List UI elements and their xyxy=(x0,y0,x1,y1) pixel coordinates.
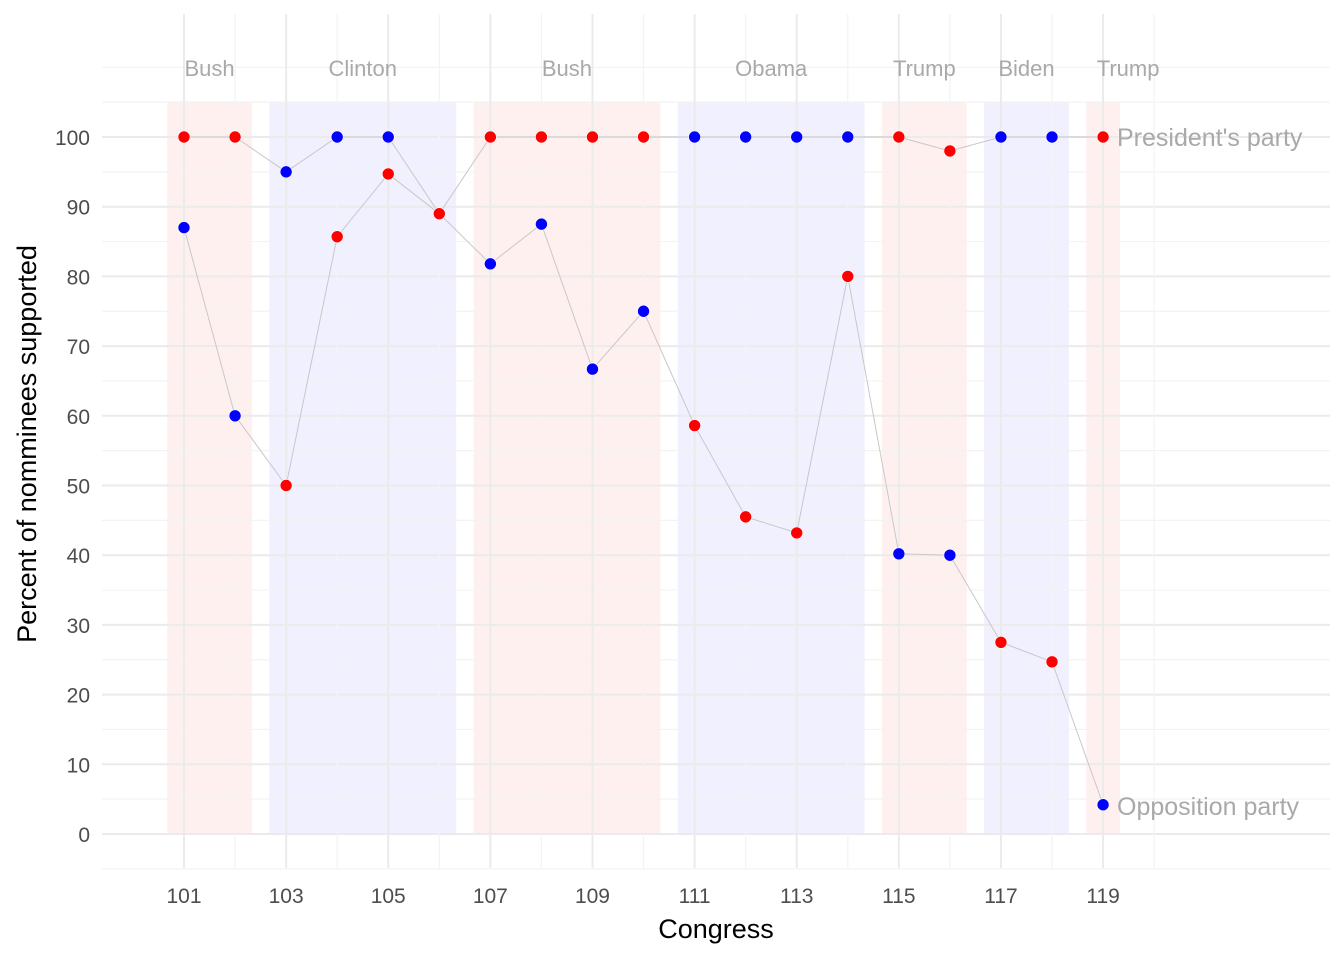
y-tick-label: 90 xyxy=(67,197,90,220)
point-president-115 xyxy=(892,130,906,144)
point-president-114 xyxy=(841,130,855,144)
point-president-110 xyxy=(637,130,650,144)
point-president-108 xyxy=(535,130,548,144)
band-label-bush: Bush xyxy=(542,56,592,81)
band-label-clinton: Clinton xyxy=(328,56,396,81)
point-president-111 xyxy=(688,130,701,144)
point-opposition-108 xyxy=(535,217,548,231)
point-president-112 xyxy=(739,130,752,144)
band-label-trump: Trump xyxy=(893,56,956,81)
y-tick-label: 50 xyxy=(67,476,90,499)
y-tick-label: 0 xyxy=(78,824,90,847)
x-tick-label: 105 xyxy=(371,885,406,908)
series-label-opposition-party: Opposition party xyxy=(1117,793,1300,821)
point-opposition-105 xyxy=(381,167,395,181)
x-tick-label: 113 xyxy=(780,885,813,908)
point-opposition-115 xyxy=(892,547,906,561)
point-opposition-113 xyxy=(790,526,804,540)
band-biden xyxy=(984,102,1069,834)
point-opposition-118 xyxy=(1045,655,1059,669)
x-axis-title: Congress xyxy=(658,914,774,944)
point-president-109 xyxy=(586,130,599,144)
band-label-obama: Obama xyxy=(735,56,808,81)
y-tick-label: 70 xyxy=(67,336,90,359)
administration-labels: Bush Clinton Bush Obama Trump Biden Trump xyxy=(184,56,1159,81)
point-opposition-110 xyxy=(637,304,650,318)
point-president-103 xyxy=(279,165,293,179)
y-tick-label: 100 xyxy=(55,127,90,150)
x-tick-label: 103 xyxy=(269,885,304,908)
y-tick-label: 10 xyxy=(67,754,90,777)
x-tick-label: 117 xyxy=(984,885,1017,908)
x-tick-label: 101 xyxy=(166,885,201,908)
y-tick-label: 20 xyxy=(67,685,90,708)
band-clinton xyxy=(269,102,457,834)
point-president-101 xyxy=(177,130,191,144)
point-opposition-103 xyxy=(279,479,293,492)
y-tick-label: 40 xyxy=(67,545,90,568)
band-trump xyxy=(881,102,967,834)
point-opposition-101 xyxy=(177,221,191,234)
band-label-biden: Biden xyxy=(998,56,1054,81)
series-label-presidents-party: President's party xyxy=(1117,124,1303,152)
point-opposition-104 xyxy=(330,230,344,243)
y-tick-label: 80 xyxy=(67,266,90,289)
point-opposition-107 xyxy=(484,257,497,271)
point-president-107 xyxy=(484,130,497,144)
point-opposition-119 xyxy=(1096,798,1110,812)
point-opposition-109 xyxy=(586,362,599,376)
point-opposition-112 xyxy=(739,510,752,524)
band-bush xyxy=(473,102,661,834)
point-president-117 xyxy=(994,130,1008,144)
point-president-105 xyxy=(381,130,395,144)
point-president-118 xyxy=(1045,130,1059,144)
band-bush xyxy=(167,102,252,834)
point-opposition-102 xyxy=(228,409,242,423)
band-obama xyxy=(677,102,865,834)
administration-bands xyxy=(167,102,1120,834)
point-president-119 xyxy=(1096,130,1110,144)
axis-ticks: 0 10 20 30 40 50 60 70 80 90 100 101 103 105 107 109 111… xyxy=(55,127,1120,908)
point-president-116 xyxy=(943,144,957,158)
x-tick-label: 111 xyxy=(679,885,711,908)
point-opposition-116 xyxy=(943,548,957,562)
point-president-113 xyxy=(790,130,804,144)
x-tick-label: 119 xyxy=(1086,885,1119,908)
x-tick-label: 115 xyxy=(882,885,915,908)
point-president-104 xyxy=(330,130,344,144)
band-label-bush: Bush xyxy=(184,56,234,81)
point-opposition-114 xyxy=(841,270,855,283)
y-tick-label: 60 xyxy=(67,406,90,429)
point-president-102 xyxy=(228,130,242,144)
point-opposition-106 xyxy=(432,207,446,220)
point-opposition-117 xyxy=(994,636,1008,649)
band-label-trump: Trump xyxy=(1097,56,1160,81)
y-axis-title: Percent of nomminees supported xyxy=(12,245,42,643)
point-opposition-111 xyxy=(688,419,701,432)
x-tick-label: 109 xyxy=(575,885,610,908)
series-points xyxy=(177,130,1110,812)
x-tick-label: 107 xyxy=(473,885,508,908)
y-tick-label: 30 xyxy=(67,615,90,638)
